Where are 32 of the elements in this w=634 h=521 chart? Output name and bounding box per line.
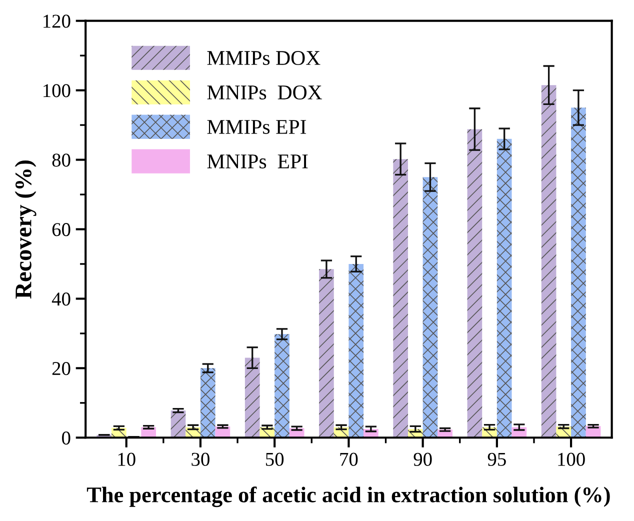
bar	[244, 358, 260, 438]
bar	[571, 108, 586, 438]
y-tick-label: 20	[52, 362, 70, 376]
y-tick-label: 80	[52, 154, 70, 167]
legend-label: MNIPs EPI	[207, 154, 308, 168]
x-axis-title: The percentage of acetic acid in extraction solution (%)	[86, 486, 610, 508]
bar	[467, 129, 482, 438]
y-tick-label: 0	[62, 431, 70, 445]
x-tick-label: 70	[340, 452, 358, 466]
bar	[348, 264, 364, 438]
bar	[200, 368, 216, 438]
y-tick-label: 40	[52, 292, 70, 306]
bar	[496, 138, 512, 438]
legend-label: MMIPs DOX	[207, 51, 320, 66]
bar	[422, 177, 438, 438]
bar	[170, 410, 186, 438]
bar	[541, 85, 556, 438]
x-tick-label: 50	[266, 452, 284, 466]
legend-label: MNIPs DOX	[207, 85, 322, 100]
y-tick-label: 60	[52, 223, 70, 236]
y-tick-label: 100	[44, 84, 70, 98]
bar	[319, 269, 334, 438]
x-tick-label: 100	[558, 452, 585, 466]
y-axis-title: Recovery (%)	[14, 160, 36, 299]
x-tick-label: 90	[414, 452, 432, 466]
x-tick-label: 30	[192, 452, 210, 466]
x-tick-label: 95	[488, 452, 506, 466]
y-tick-label: 120	[44, 14, 70, 28]
bar	[274, 334, 290, 438]
legend-label: MMIPs EPI	[207, 120, 306, 134]
x-tick-label: 10	[118, 452, 136, 466]
bar	[393, 159, 408, 438]
